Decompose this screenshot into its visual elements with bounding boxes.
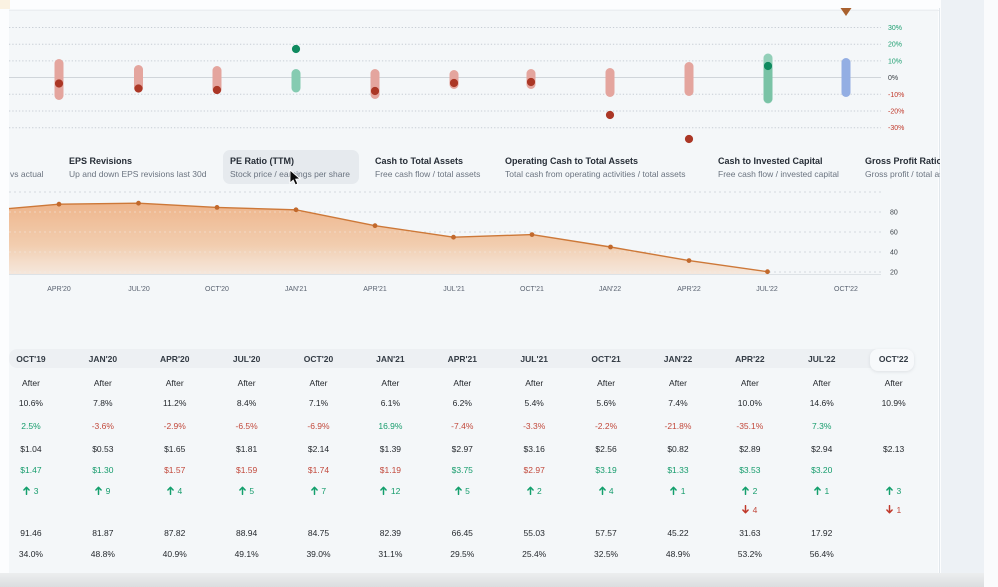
svg-text:10%: 10% (888, 58, 902, 65)
svg-text:JUL'21: JUL'21 (443, 286, 465, 293)
svg-text:APR'21: APR'21 (363, 286, 387, 293)
svg-text:JUL'20: JUL'20 (128, 286, 150, 293)
svg-text:-30%: -30% (888, 125, 904, 132)
svg-text:OCT'20: OCT'20 (205, 286, 229, 293)
svg-text:60: 60 (890, 230, 898, 237)
svg-text:APR'20: APR'20 (47, 286, 71, 293)
svg-text:JUL'22: JUL'22 (756, 286, 778, 293)
svg-text:20: 20 (890, 270, 898, 277)
svg-text:OCT'21: OCT'21 (520, 286, 544, 293)
svg-text:JAN'22: JAN'22 (599, 286, 621, 293)
svg-text:0%: 0% (888, 75, 898, 82)
svg-text:20%: 20% (888, 42, 902, 49)
svg-text:30%: 30% (888, 25, 902, 32)
svg-text:80: 80 (890, 210, 898, 217)
svg-text:-10%: -10% (888, 92, 904, 99)
svg-text:OCT'22: OCT'22 (834, 286, 858, 293)
svg-text:-20%: -20% (888, 109, 904, 116)
svg-text:40: 40 (890, 250, 898, 257)
svg-text:APR'22: APR'22 (677, 286, 701, 293)
svg-text:JAN'21: JAN'21 (285, 286, 307, 293)
